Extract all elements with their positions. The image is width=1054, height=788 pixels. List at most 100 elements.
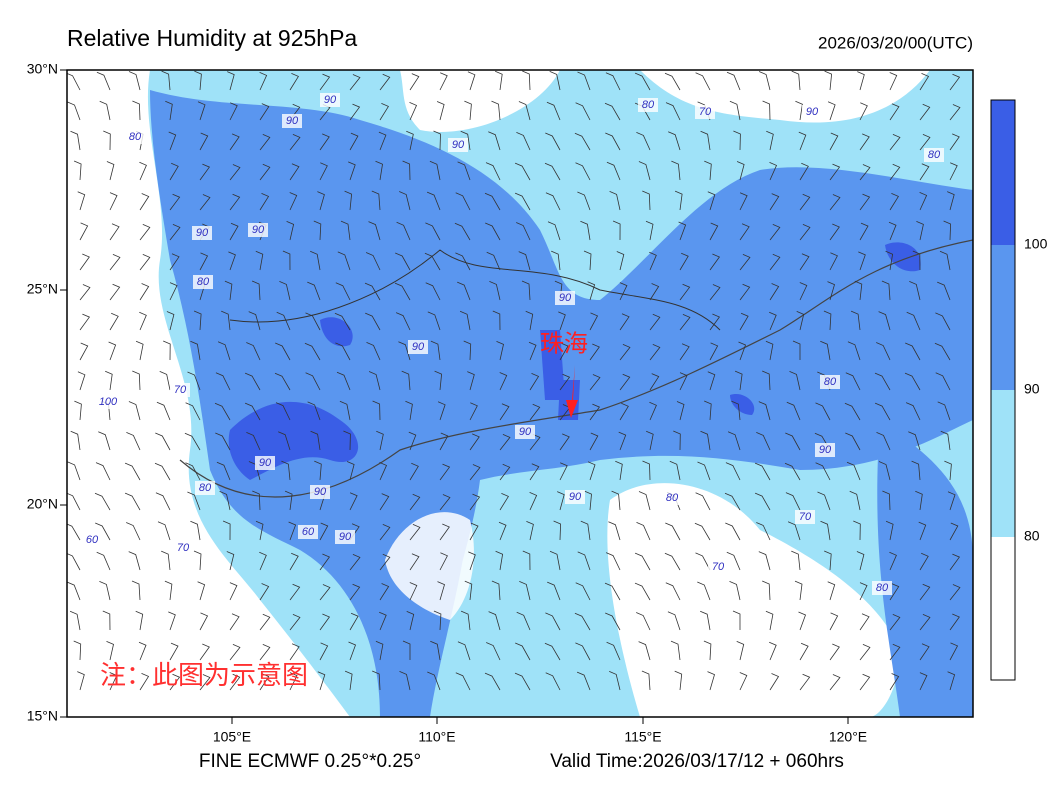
wind-barb xyxy=(405,400,413,421)
wind-barb xyxy=(289,583,301,601)
wind-barb xyxy=(319,73,331,91)
wind-barb xyxy=(217,341,231,361)
contour-label-bg xyxy=(125,130,145,144)
wind-barb xyxy=(934,342,951,361)
wind-barb xyxy=(909,281,921,301)
wind-barb xyxy=(859,102,868,121)
wind-barb xyxy=(575,162,591,181)
wind-barb xyxy=(947,671,956,691)
wind-barb xyxy=(829,252,838,271)
wind-barb xyxy=(109,223,120,241)
wind-barb xyxy=(853,520,861,541)
wind-barb xyxy=(878,311,891,331)
wind-barb xyxy=(379,493,390,511)
wind-barb xyxy=(709,313,721,331)
wind-barb xyxy=(67,101,81,121)
wind-barb xyxy=(885,250,894,271)
wind-barb xyxy=(335,342,351,361)
wind-barb xyxy=(67,72,81,91)
dry-area-west xyxy=(67,70,350,717)
wind-barb xyxy=(379,583,390,601)
city-arrow xyxy=(566,365,578,418)
wind-barb xyxy=(109,283,121,301)
wind-barb xyxy=(827,581,836,601)
wind-barb xyxy=(679,252,689,271)
wind-barb xyxy=(679,283,691,301)
colorbar-label: 100 xyxy=(1024,236,1048,252)
wind-barb xyxy=(703,640,712,661)
wind-barb xyxy=(156,401,171,421)
wind-barb xyxy=(139,224,151,241)
wind-barb xyxy=(79,342,89,361)
wind-barb xyxy=(159,371,171,391)
wind-barb xyxy=(109,192,118,211)
wind-barb xyxy=(791,550,801,571)
wind-barb xyxy=(229,133,240,151)
wind-barb xyxy=(275,342,291,361)
wind-barb xyxy=(229,582,238,601)
contour-label-bg xyxy=(282,114,302,128)
wind-barb xyxy=(885,520,894,541)
wind-barb xyxy=(667,611,681,631)
contour-label: 90 xyxy=(519,426,532,438)
wind-barb xyxy=(190,520,201,541)
wind-barb xyxy=(469,464,481,481)
wind-barb xyxy=(337,251,351,271)
wind-barb xyxy=(553,520,562,541)
wind-barb xyxy=(282,250,291,271)
wind-barb xyxy=(766,130,774,151)
wind-barb xyxy=(739,283,751,301)
wind-barb xyxy=(937,281,951,301)
wind-barb xyxy=(514,192,531,211)
wind-barb xyxy=(758,551,771,571)
lat-label: 20°N xyxy=(27,496,58,512)
wind-barb xyxy=(224,280,233,301)
wind-barb xyxy=(126,432,141,451)
wind-barb xyxy=(558,311,566,331)
footer-model: FINE ECMWF 0.25°*0.25° xyxy=(199,751,421,772)
wind-barb xyxy=(376,430,384,451)
wind-barb xyxy=(379,462,388,481)
wind-barb xyxy=(274,372,291,391)
wind-barb xyxy=(736,641,745,661)
wind-barb xyxy=(439,494,451,511)
wind-barb xyxy=(671,160,681,181)
wind-barb xyxy=(847,341,861,361)
wind-barb xyxy=(433,610,442,631)
wind-barb xyxy=(769,162,778,181)
contour-label: 90 xyxy=(314,486,327,498)
wind-barb xyxy=(486,251,501,271)
wind-barb xyxy=(364,282,381,301)
wind-barb xyxy=(69,610,81,631)
contour-label-bg xyxy=(408,340,428,354)
wind-barb xyxy=(199,612,209,631)
wind-barb xyxy=(949,133,960,151)
wind-barb xyxy=(319,162,328,181)
wind-barb xyxy=(724,492,741,511)
wind-barb xyxy=(707,671,715,691)
wind-barb xyxy=(889,643,901,661)
wind-barb xyxy=(549,71,561,91)
wind-barb xyxy=(642,460,651,481)
wind-barb xyxy=(583,250,592,271)
wind-barb xyxy=(670,640,681,661)
wind-barb xyxy=(575,102,591,121)
wind-barb xyxy=(433,130,441,151)
wind-barb xyxy=(70,430,81,451)
wind-barb xyxy=(859,164,871,181)
wind-barb xyxy=(557,491,565,511)
wind-barb xyxy=(289,163,300,181)
wind-barb xyxy=(665,582,681,601)
wind-barb xyxy=(77,671,85,691)
wind-barb xyxy=(908,431,921,451)
wind-barb xyxy=(348,641,357,661)
contour-label-bg xyxy=(320,93,340,107)
contour-label-bg xyxy=(448,138,468,152)
wind-barb xyxy=(103,130,111,151)
wind-barb xyxy=(214,402,231,421)
wind-barb xyxy=(859,644,871,661)
lat-label: 30°N xyxy=(27,61,58,77)
wind-barb xyxy=(854,280,863,301)
contour-label: 100 xyxy=(99,396,118,408)
wind-barb xyxy=(455,672,471,691)
